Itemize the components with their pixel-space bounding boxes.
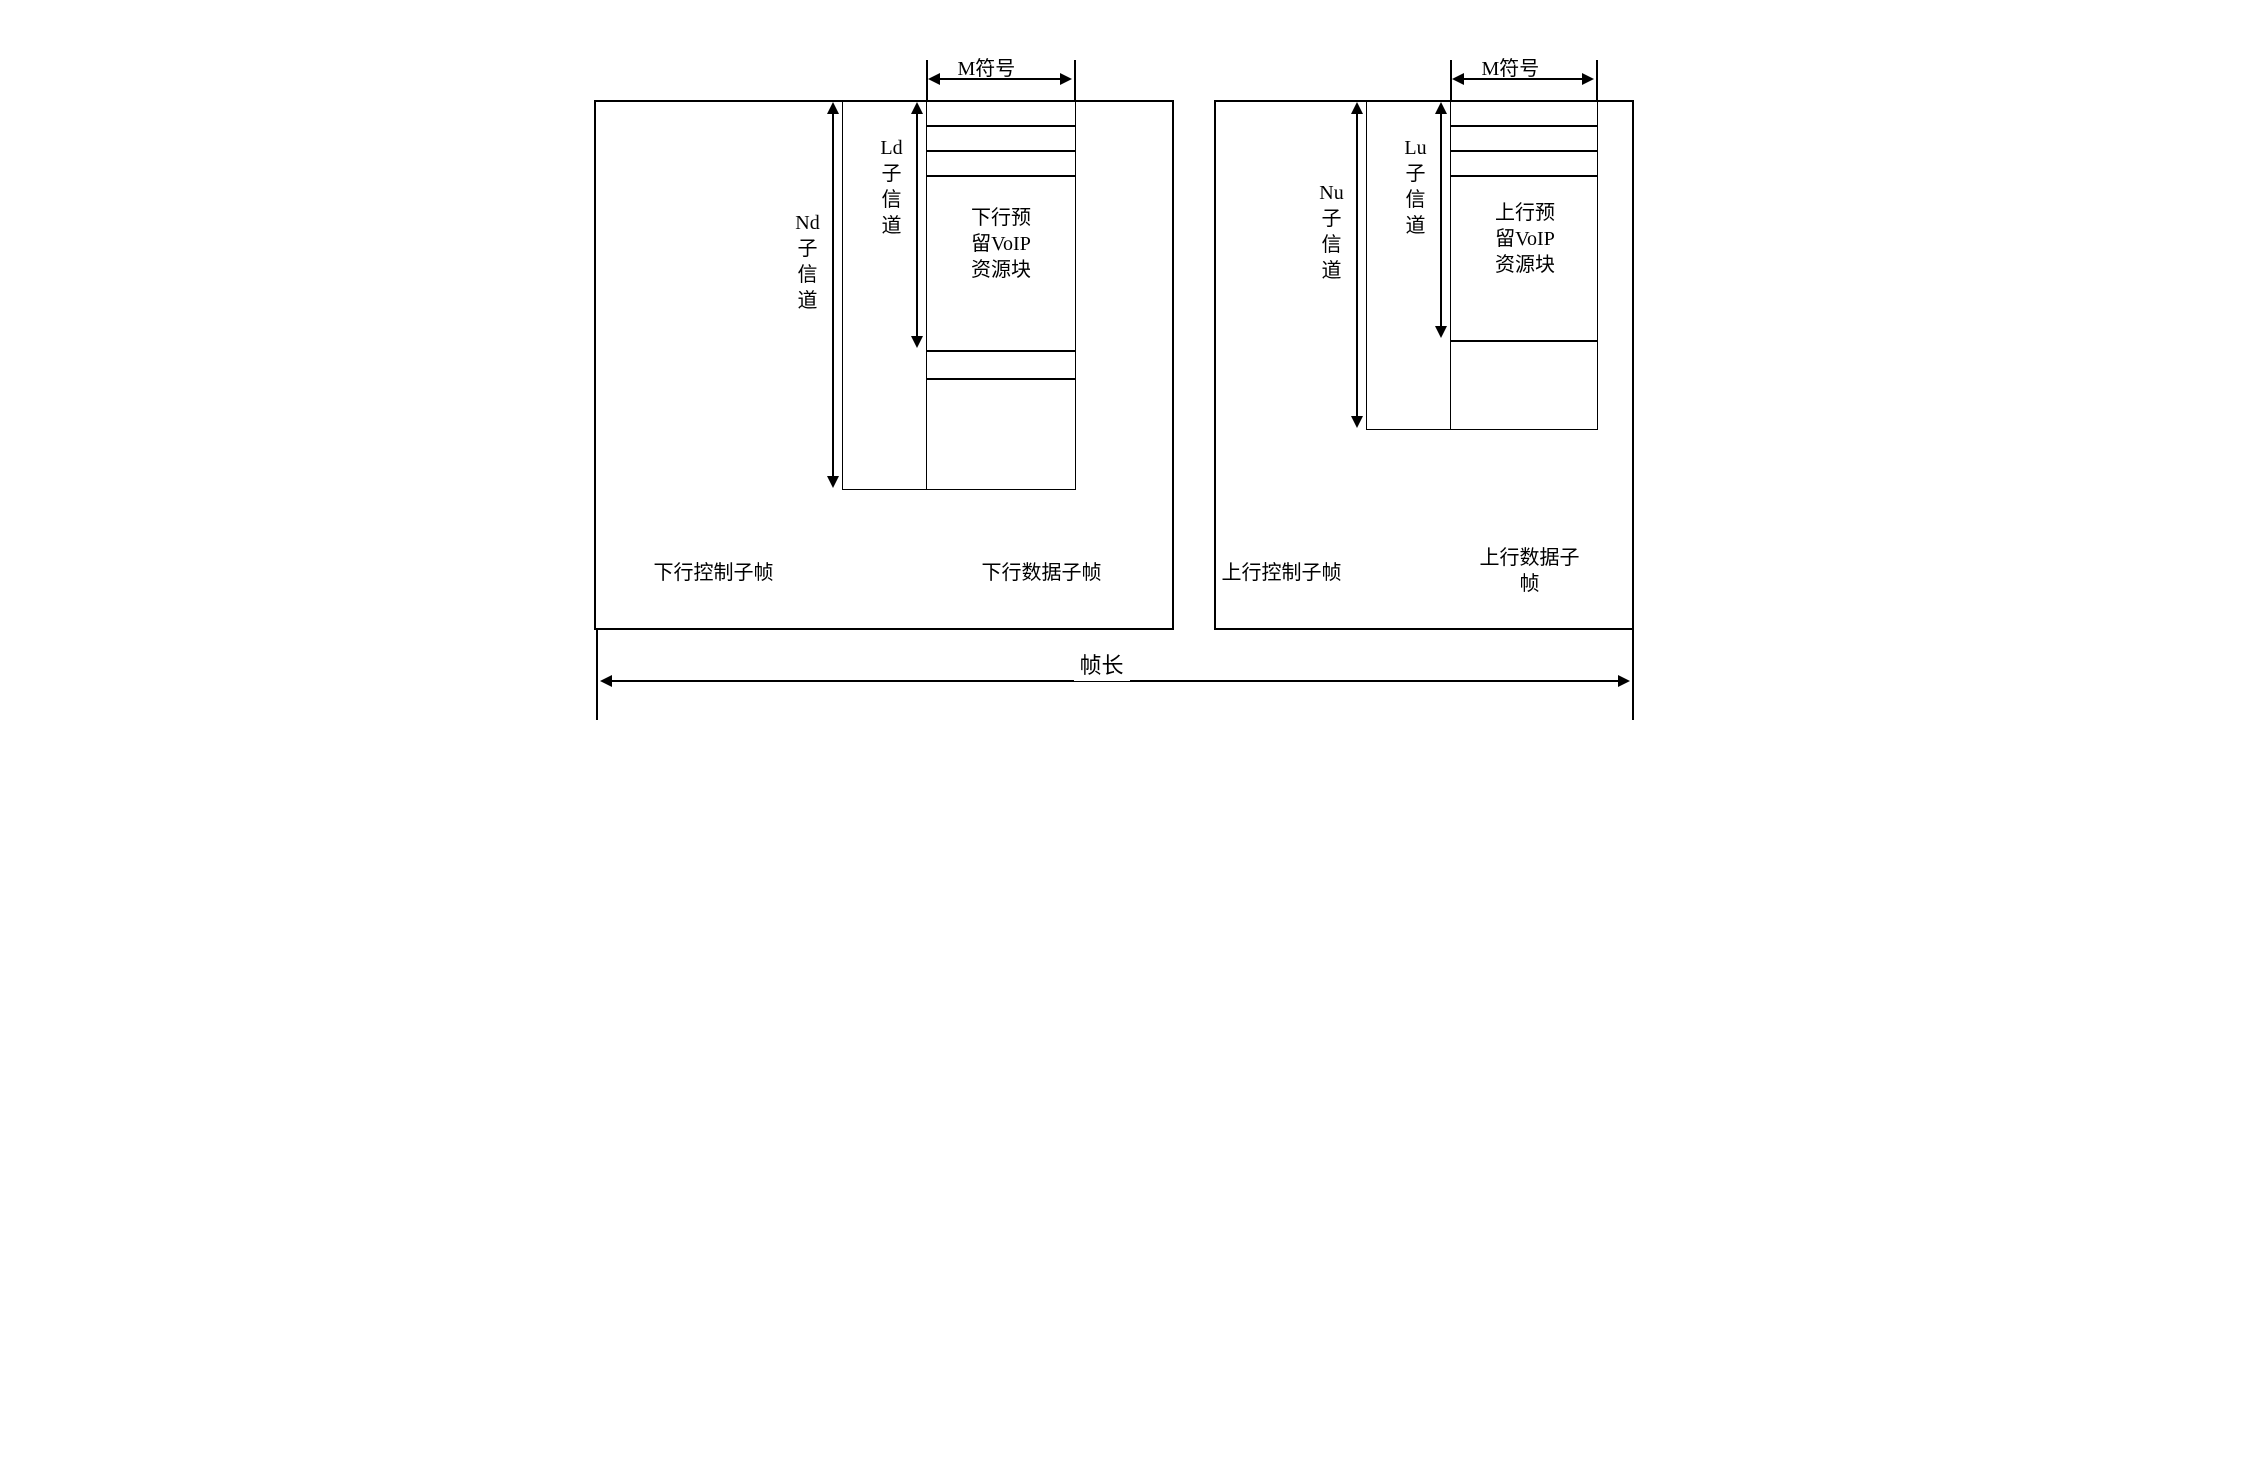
ul-voip-label: 上行预 留VoIP 资源块	[1458, 200, 1593, 278]
dl-row-1	[926, 125, 1076, 127]
ul-control-label: 上行控制子帧	[1222, 560, 1342, 586]
nu-label: Nu 子 信 道	[1312, 180, 1352, 284]
ul-row-1	[1450, 125, 1598, 127]
ul-m-label: M符号	[1482, 56, 1540, 82]
nu-arrow-down	[1351, 416, 1363, 428]
ul-row-lu-bottom	[1450, 340, 1598, 342]
frame-tick-right	[1632, 630, 1634, 720]
lu-arrow-down	[1435, 326, 1447, 338]
nd-arrow-line	[832, 112, 834, 478]
dl-row-ld-bottom	[926, 350, 1076, 352]
ld-arrow-up	[911, 102, 923, 114]
nd-arrow-up	[827, 102, 839, 114]
dl-m-label: M符号	[958, 56, 1016, 82]
lu-arrow-up	[1435, 102, 1447, 114]
ul-data-label: 上行数据子 帧	[1480, 545, 1580, 597]
lu-arrow-line	[1440, 112, 1442, 328]
ld-arrow-down	[911, 336, 923, 348]
nu-arrow-up	[1351, 102, 1363, 114]
ul-m-arrow-r	[1582, 73, 1594, 85]
dl-m-arrow-r	[1060, 73, 1072, 85]
nd-label: Nd 子 信 道	[788, 210, 828, 314]
lu-label: Lu 子 信 道	[1396, 135, 1436, 239]
dl-m-arrow-l	[928, 73, 940, 85]
dl-m-tick-right	[1074, 60, 1076, 100]
frame-length-label: 帧长	[1074, 652, 1130, 681]
ul-row-3	[1450, 175, 1598, 177]
frame-arrow-l	[600, 675, 612, 687]
nu-arrow-line	[1356, 112, 1358, 418]
nd-arrow-down	[827, 476, 839, 488]
ul-row-2	[1450, 150, 1598, 152]
ul-m-tick-right	[1596, 60, 1598, 100]
frame-arrow-r	[1618, 675, 1630, 687]
dl-data-label: 下行数据子帧	[982, 560, 1102, 586]
dl-row-5	[926, 378, 1076, 380]
dl-control-label: 下行控制子帧	[654, 560, 774, 586]
frame-structure-diagram: 下行预 留VoIP 资源块 M符号 Nd 子 信 道 Ld 子 信 道 下行控制…	[574, 40, 1674, 760]
dl-row-2	[926, 150, 1076, 152]
ul-m-arrow-l	[1452, 73, 1464, 85]
dl-row-3	[926, 175, 1076, 177]
frame-tick-left	[596, 630, 598, 720]
dl-inner-divider	[926, 100, 928, 490]
dl-voip-label: 下行预 留VoIP 资源块	[934, 205, 1069, 283]
ld-label: Ld 子 信 道	[872, 135, 912, 239]
ld-arrow-line	[916, 112, 918, 338]
